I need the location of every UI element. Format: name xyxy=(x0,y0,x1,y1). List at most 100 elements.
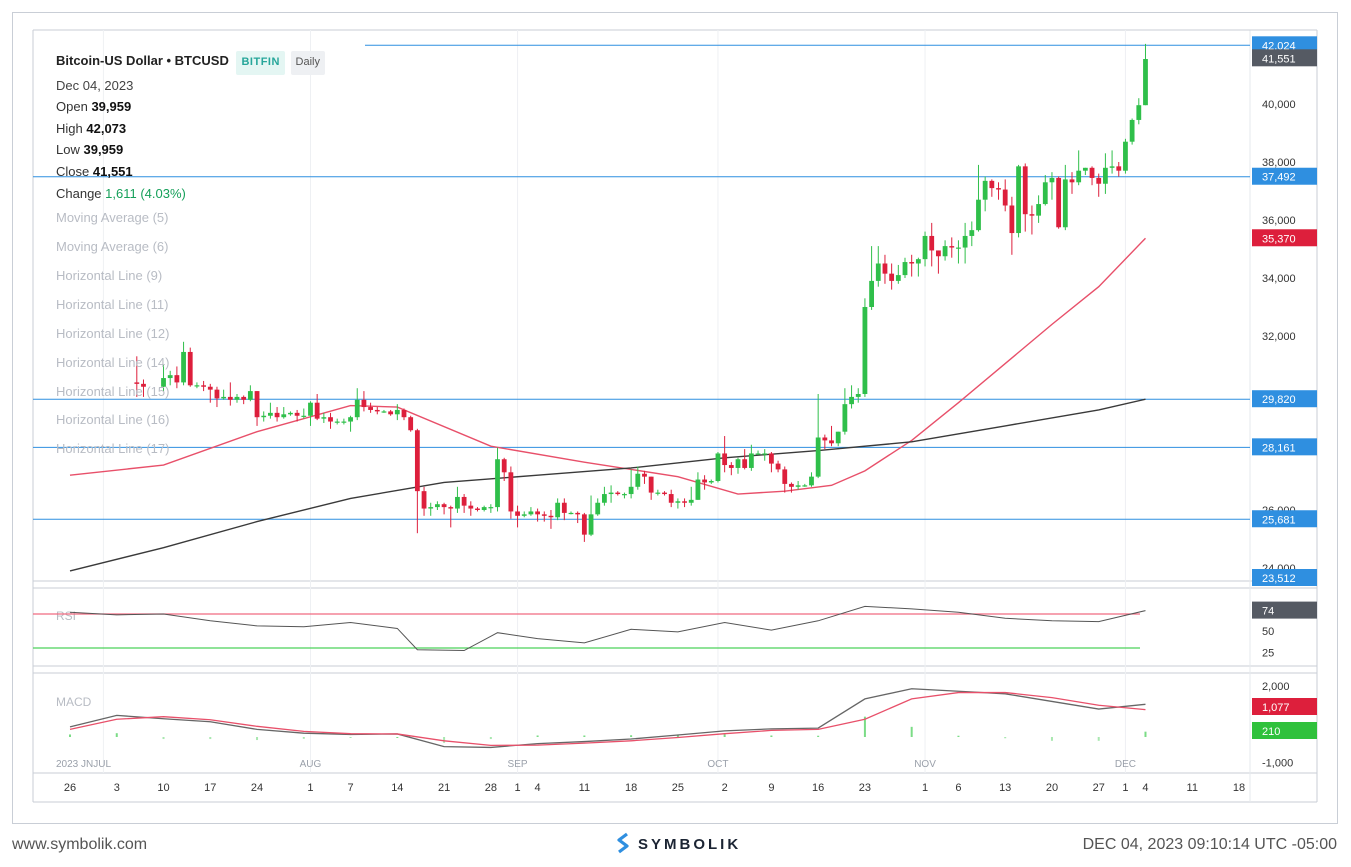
candle-body xyxy=(722,453,728,466)
time-axis-day-label: 4 xyxy=(1142,782,1148,794)
candle-body xyxy=(528,511,534,515)
open-label: Open xyxy=(56,99,88,115)
candle-body xyxy=(261,415,267,418)
candle-body xyxy=(268,412,273,416)
candle-body xyxy=(521,514,527,516)
rsi-axis-label: 25 xyxy=(1262,647,1274,659)
macd-axis-label: 2,000 xyxy=(1262,681,1290,693)
macd-histogram-bar xyxy=(69,734,71,737)
candle-body xyxy=(247,391,253,400)
candle-body xyxy=(281,414,287,418)
macd-tag-bg xyxy=(1252,698,1317,715)
timeframe-badge[interactable]: Daily xyxy=(290,51,325,75)
candle-body xyxy=(962,235,968,248)
time-axis-day-label: 2 xyxy=(722,782,728,794)
rsi-label: RSI xyxy=(56,609,76,623)
indicator-item[interactable]: Horizontal Line (16) xyxy=(56,412,170,428)
indicator-item[interactable]: Moving Average (6) xyxy=(56,239,169,255)
time-axis-day-label: 17 xyxy=(204,782,216,794)
month-gridlines xyxy=(102,30,1126,773)
indicator-item[interactable]: Horizontal Line (14) xyxy=(56,354,170,370)
candle-body xyxy=(755,453,761,455)
macd-histogram-bar xyxy=(676,734,679,737)
indicator-item[interactable]: Horizontal Line (15) xyxy=(56,383,170,399)
time-axis-month-label: AUG xyxy=(300,759,322,770)
brand-name: SYMBOLIK xyxy=(638,835,742,853)
candle-body xyxy=(942,246,948,257)
candle-body xyxy=(595,502,601,515)
time-axis-month-label: NOV xyxy=(914,759,936,770)
candle-body xyxy=(588,514,594,535)
candle-body xyxy=(368,407,373,410)
macd-line xyxy=(69,688,1146,749)
candle-body xyxy=(274,412,280,418)
time-axis-day-label: 1 xyxy=(1122,782,1128,794)
change-label: Change xyxy=(56,185,102,201)
time-axis-day-label: 13 xyxy=(999,782,1011,794)
footer-site-link[interactable]: www.symbolik.com xyxy=(12,836,148,853)
candle-body xyxy=(401,409,407,418)
candle-body xyxy=(915,259,921,264)
time-axis-day-label: 6 xyxy=(955,782,961,794)
price-tag-bg xyxy=(1252,438,1317,456)
candle-body xyxy=(575,512,581,515)
indicator-item[interactable]: Horizontal Line (12) xyxy=(56,325,170,341)
macd-tag: 1,077 xyxy=(1262,702,1290,714)
candle-body xyxy=(608,492,614,495)
indicator-item[interactable]: Horizontal Line (9) xyxy=(56,267,163,283)
candle-body xyxy=(675,501,681,503)
candle-body xyxy=(682,501,687,503)
chart-frame xyxy=(12,12,1338,824)
macd-histogram-bar xyxy=(1144,731,1147,737)
candle-body xyxy=(381,411,387,413)
macd-histogram-bar xyxy=(910,726,913,737)
exchange-badge[interactable]: BITFIN xyxy=(236,51,285,75)
time-axis-day-label: 11 xyxy=(1187,782,1198,794)
macd-histogram-bar xyxy=(256,737,259,741)
price-tag: 41,551 xyxy=(1262,53,1296,65)
candle-body xyxy=(227,396,233,400)
candle-body xyxy=(174,375,180,383)
indicator-item[interactable]: Horizontal Line (11) xyxy=(56,296,169,312)
candlestick-series[interactable] xyxy=(134,43,1148,542)
candle-body xyxy=(194,385,200,387)
macd-label: MACD xyxy=(56,695,92,709)
candle-body xyxy=(535,511,540,515)
macd-histogram-bar xyxy=(1004,737,1007,739)
candle-body xyxy=(655,492,661,494)
rsi-pane: RSI 50 25 74 xyxy=(33,601,1317,659)
candle-body xyxy=(762,453,768,455)
candle-body xyxy=(789,483,794,487)
candle-body xyxy=(428,507,434,509)
candle-body xyxy=(1103,167,1108,184)
horizontal-lines[interactable] xyxy=(33,44,1250,520)
time-axis-day-label: 4 xyxy=(535,782,541,794)
candle-body xyxy=(541,514,547,516)
time-axis-day-label: 7 xyxy=(347,782,353,794)
candle-body xyxy=(1143,59,1148,106)
candle-body xyxy=(294,412,300,416)
candle-body xyxy=(1129,119,1135,142)
candle-body xyxy=(956,247,961,249)
candle-body xyxy=(1042,182,1048,205)
time-axis-month-label: 2023 JNJUL xyxy=(56,759,111,770)
candle-body xyxy=(1116,166,1122,171)
price-axis-label: 34,000 xyxy=(1262,273,1296,285)
candle-body xyxy=(481,507,487,510)
candle-body xyxy=(855,394,861,397)
candle-body xyxy=(187,351,193,386)
indicator-item[interactable]: Horizontal Line (17) xyxy=(56,441,170,457)
legend-high: High 42,073 xyxy=(56,118,325,140)
macd-histogram-bar xyxy=(957,735,960,737)
time-axis-day-label: 11 xyxy=(579,782,590,794)
candle-body xyxy=(167,375,173,379)
candle-body xyxy=(1136,105,1142,120)
indicator-item[interactable]: Moving Average (5) xyxy=(56,210,169,226)
candle-body xyxy=(1082,167,1088,171)
legend-close: Close 41,551 xyxy=(56,161,325,183)
candle-body xyxy=(695,479,701,500)
price-axis-label: 32,000 xyxy=(1262,331,1296,343)
macd-histogram-bar xyxy=(489,737,492,740)
open-value: 39,959 xyxy=(91,99,132,115)
